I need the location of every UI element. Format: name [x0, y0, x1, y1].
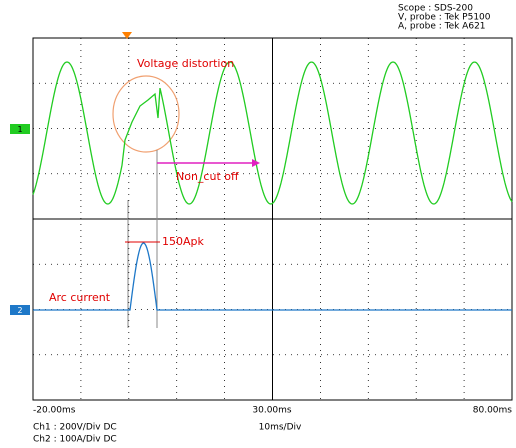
annotation: Voltage distortion	[137, 57, 234, 70]
time-label: -20.00ms	[33, 406, 76, 416]
ch1-marker-label: 1	[17, 125, 22, 134]
scope-screen: Scope : SDS-200 V, probe : Tek P5100 A, …	[0, 0, 516, 448]
time-label: 30.00ms	[252, 406, 292, 416]
channel-setting: Ch2 : 100A/Div DC	[33, 435, 117, 445]
time-label: 80.00ms	[473, 406, 513, 416]
ch2-marker-label: 2	[17, 306, 22, 315]
channel-setting: Ch1 : 200V/Div DC	[33, 423, 117, 433]
distortion-circle	[113, 76, 179, 152]
annotation: Arc current	[49, 291, 111, 304]
header-line: A, probe : Tek A621	[398, 22, 486, 32]
time-scale: 10ms/Div	[259, 423, 302, 433]
annotation: Non_cut off	[176, 170, 239, 183]
annotation: 150Apk	[162, 235, 205, 248]
